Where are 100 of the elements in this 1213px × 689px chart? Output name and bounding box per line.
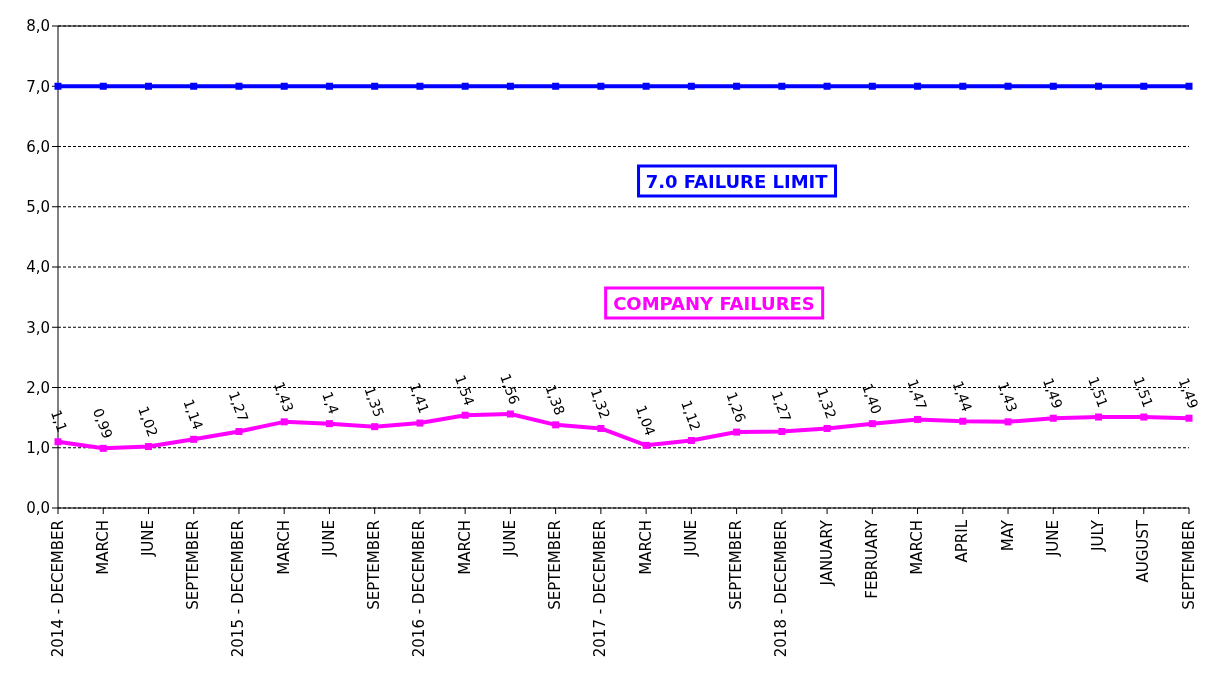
y-tick-label: 8,0 <box>26 17 50 36</box>
data-label: 1,51 <box>1130 374 1157 410</box>
data-label: 1,40 <box>859 381 885 417</box>
point <box>778 82 786 90</box>
point <box>54 438 62 446</box>
y-tick-label: 3,0 <box>26 318 50 337</box>
x-tick-label: MARCH <box>93 520 112 575</box>
point <box>506 410 514 418</box>
point <box>235 82 243 90</box>
point <box>1185 82 1193 90</box>
data-label: 1,35 <box>361 384 388 420</box>
x-tick-label: SEPTEMBER <box>727 520 746 610</box>
point <box>642 82 650 90</box>
data-label: 1,26 <box>723 389 750 425</box>
data-label: 1,32 <box>587 386 614 421</box>
data-label: 1,43 <box>270 379 297 415</box>
y-tick-label: 7,0 <box>26 77 50 96</box>
point <box>280 418 288 426</box>
x-tick-label: JUNE <box>1043 520 1062 558</box>
x-tick-label: SEPTEMBER <box>184 520 203 610</box>
point <box>959 82 967 90</box>
point <box>1004 82 1012 90</box>
y-tick-label: 4,0 <box>26 258 50 277</box>
x-tick-label: 2014 - DECEMBER <box>48 520 67 658</box>
point <box>914 82 922 90</box>
data-label: 1,14 <box>180 396 207 432</box>
point <box>1095 413 1103 421</box>
x-tick-label: 2015 - DECEMBER <box>229 520 248 658</box>
x-tick-label: SEPTEMBER <box>365 520 384 610</box>
data-label: 1,38 <box>542 382 569 418</box>
point <box>733 82 741 90</box>
data-label: 1,49 <box>1175 375 1202 411</box>
point <box>778 427 786 435</box>
x-tick-label: 2017 - DECEMBER <box>591 520 610 658</box>
point <box>733 428 741 436</box>
point <box>552 82 560 90</box>
point <box>325 82 333 90</box>
point <box>1004 418 1012 426</box>
point <box>914 415 922 423</box>
point <box>823 424 831 432</box>
point <box>371 82 379 90</box>
data-label: 1,4 <box>319 389 342 417</box>
point <box>687 437 695 445</box>
data-label: 1,51 <box>1085 374 1111 410</box>
y-tick-label: 2,0 <box>26 378 50 397</box>
point <box>190 435 198 443</box>
data-label: 1,04 <box>632 402 659 438</box>
point <box>1140 413 1148 421</box>
point <box>1185 414 1193 422</box>
point <box>868 82 876 90</box>
x-tick-label: JUNE <box>319 520 338 558</box>
point <box>959 417 967 425</box>
data-label: 1,49 <box>1040 375 1066 411</box>
data-label: 1,44 <box>949 378 976 414</box>
data-label: 1,43 <box>994 379 1021 415</box>
data-label: 0,99 <box>90 405 116 441</box>
point <box>461 82 469 90</box>
x-tick-label: MARCH <box>908 520 927 575</box>
x-tick-label: JUNE <box>138 520 157 558</box>
x-tick-label: SEPTEMBER <box>546 520 565 610</box>
data-label: 1,56 <box>497 371 523 407</box>
point <box>280 82 288 90</box>
point <box>642 441 650 449</box>
point <box>416 82 424 90</box>
point <box>1140 82 1148 90</box>
x-tick-label: SEPTEMBER <box>1179 520 1198 610</box>
point <box>371 423 379 431</box>
y-tick-label: 6,0 <box>26 137 50 156</box>
data-label: 1,27 <box>768 389 795 424</box>
data-label: 1,1 <box>47 407 71 435</box>
point <box>416 419 424 427</box>
x-tick-label: MARCH <box>274 520 293 575</box>
y-tick-label: 0,0 <box>26 499 50 518</box>
point <box>597 424 605 432</box>
point <box>461 411 469 419</box>
x-tick-label: JANUARY <box>817 519 836 587</box>
data-label: 1,02 <box>135 404 161 439</box>
text: 7.0 FAILURE LIMIT <box>636 164 837 198</box>
data-label: 1,54 <box>451 372 478 408</box>
y-tick-label: 5,0 <box>26 198 50 217</box>
point <box>190 82 198 90</box>
x-tick-label: 2016 - DECEMBER <box>410 520 429 658</box>
point <box>144 443 152 451</box>
point <box>99 444 107 452</box>
x-tick-label: JULY <box>1089 519 1108 552</box>
point <box>1095 82 1103 90</box>
data-label: 1,47 <box>904 377 931 412</box>
point <box>235 427 243 435</box>
point <box>99 82 107 90</box>
point <box>506 82 514 90</box>
x-tick-label: AUGUST <box>1134 519 1153 583</box>
y-tick-label: 1,0 <box>26 439 50 458</box>
data-label: 1,41 <box>406 380 433 416</box>
x-tick-label: FEBRUARY <box>862 519 881 599</box>
point <box>687 82 695 90</box>
point <box>552 421 560 429</box>
text: COMPANY FAILURES <box>604 286 824 320</box>
x-tick-label: APRIL <box>953 519 972 563</box>
point <box>597 82 605 90</box>
x-tick-label: MARCH <box>455 520 474 575</box>
